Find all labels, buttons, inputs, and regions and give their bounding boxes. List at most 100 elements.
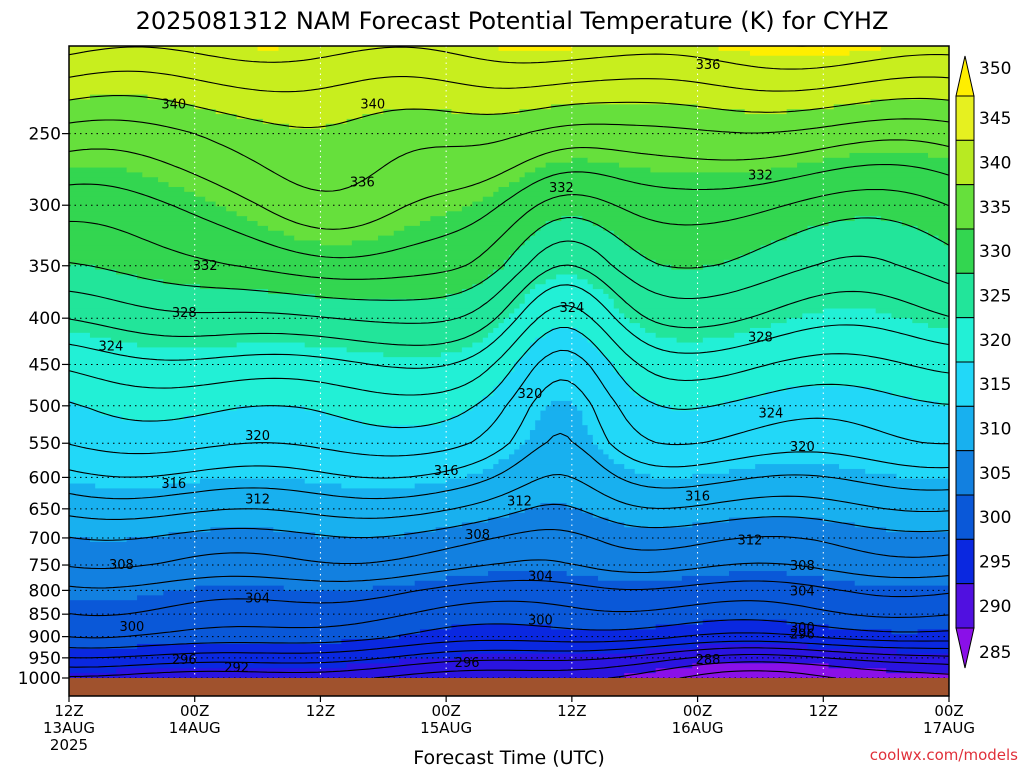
contour-line bbox=[609, 661, 949, 679]
fill-cell bbox=[451, 109, 521, 115]
contour-label: 304 bbox=[245, 592, 270, 607]
x-tick-label: 12Z bbox=[54, 702, 83, 720]
colorbar-segment bbox=[955, 317, 975, 363]
contour-lines bbox=[69, 46, 949, 679]
y-tick-label: 300 bbox=[29, 196, 61, 216]
contour-label: 336 bbox=[350, 175, 375, 190]
fill-cell bbox=[503, 264, 672, 271]
fill-cell bbox=[503, 259, 657, 266]
fill-cell bbox=[69, 255, 510, 261]
fill-cell bbox=[69, 230, 285, 237]
fill-cell bbox=[891, 391, 949, 397]
x-tick-label: 00Z bbox=[180, 702, 209, 720]
fill-cell bbox=[69, 206, 227, 212]
fill-cell bbox=[116, 269, 494, 276]
fill-cell bbox=[901, 221, 949, 227]
contour-label: 308 bbox=[109, 558, 134, 573]
contour-line bbox=[69, 70, 949, 93]
fill-cell bbox=[69, 75, 949, 81]
fill-cell bbox=[582, 415, 949, 421]
colorbar-segment bbox=[955, 184, 975, 230]
fill-cell bbox=[289, 123, 327, 130]
fill-cell bbox=[69, 240, 322, 246]
fill-cell bbox=[69, 546, 949, 553]
fill-cell bbox=[697, 104, 835, 110]
fill-cell bbox=[69, 284, 201, 290]
contour-label: 336 bbox=[696, 58, 721, 73]
fill-cell bbox=[430, 216, 562, 222]
fill-cell bbox=[619, 308, 824, 314]
fill-cell bbox=[603, 449, 949, 455]
fill-cell bbox=[828, 624, 949, 630]
fill-cell bbox=[210, 527, 274, 533]
fill-cell bbox=[619, 235, 788, 242]
fill-cell bbox=[435, 527, 887, 533]
fill-cell bbox=[493, 386, 631, 392]
colorbar-segment bbox=[955, 494, 975, 540]
fill-cell bbox=[587, 337, 678, 344]
contour-line bbox=[69, 379, 949, 479]
fill-cell bbox=[493, 464, 625, 470]
fill-cell bbox=[69, 128, 949, 135]
fill-cell bbox=[69, 527, 212, 533]
colorbar-segment bbox=[955, 95, 975, 141]
colorbar-label: 305 bbox=[979, 464, 1011, 484]
contour-label: 316 bbox=[434, 464, 459, 479]
fill-cell bbox=[69, 303, 521, 310]
colorbar-label: 330 bbox=[979, 242, 1011, 262]
fill-cell bbox=[69, 148, 949, 154]
fill-cell bbox=[723, 400, 940, 407]
fill-cell bbox=[482, 396, 646, 402]
fill-cell bbox=[582, 420, 949, 426]
fill-cell bbox=[69, 70, 949, 76]
fill-cell bbox=[69, 391, 494, 397]
colorbar-label: 290 bbox=[979, 597, 1011, 617]
fill-cell bbox=[645, 255, 741, 261]
fill-cell bbox=[257, 221, 421, 227]
fill-cell bbox=[634, 391, 767, 397]
fill-cell bbox=[69, 498, 949, 504]
colorbar: 350 345 340 335 330 325 320 315 310 305 300 295 290 2… bbox=[955, 55, 1011, 669]
fill-cell bbox=[729, 517, 824, 524]
fill-cell bbox=[592, 439, 949, 446]
fill-cell bbox=[419, 221, 547, 227]
contour-label: 320 bbox=[790, 440, 815, 455]
y-tick-label: 400 bbox=[29, 309, 61, 329]
fill-cell bbox=[613, 366, 949, 373]
fill-cell bbox=[69, 152, 851, 159]
fill-cell bbox=[446, 211, 949, 217]
fill-cell bbox=[702, 264, 949, 271]
fill-cell bbox=[69, 600, 949, 606]
fill-cell bbox=[325, 410, 463, 417]
fill-cell bbox=[69, 65, 949, 71]
fill-cell bbox=[304, 478, 447, 485]
fill-cell bbox=[268, 289, 463, 295]
contour-line bbox=[69, 503, 949, 541]
y-tick-label: 800 bbox=[29, 581, 61, 601]
fill-cell bbox=[550, 327, 578, 334]
fill-cell bbox=[545, 162, 620, 169]
fill-cell bbox=[577, 274, 949, 280]
fill-cell bbox=[493, 327, 552, 334]
fill-cell bbox=[451, 415, 542, 421]
contour-label: 316 bbox=[161, 477, 186, 492]
contour-label: 332 bbox=[748, 168, 773, 183]
fill-cell bbox=[880, 46, 949, 52]
fill-cell bbox=[849, 50, 949, 57]
fill-cell bbox=[624, 464, 756, 470]
fill-cell bbox=[550, 104, 699, 110]
fill-cell bbox=[69, 619, 704, 626]
fill-cell bbox=[69, 99, 175, 105]
fill-cell bbox=[163, 590, 949, 596]
fill-cell bbox=[786, 109, 949, 115]
contour-line bbox=[69, 632, 949, 659]
fill-cell bbox=[493, 391, 636, 397]
contour-line bbox=[69, 559, 949, 589]
fill-cell bbox=[69, 459, 500, 465]
fill-cell bbox=[69, 264, 96, 271]
contour-label: 332 bbox=[549, 181, 574, 196]
fill-cell bbox=[498, 186, 949, 193]
contour-line bbox=[69, 46, 949, 70]
fill-cell bbox=[592, 512, 949, 519]
fill-cell bbox=[362, 114, 949, 120]
